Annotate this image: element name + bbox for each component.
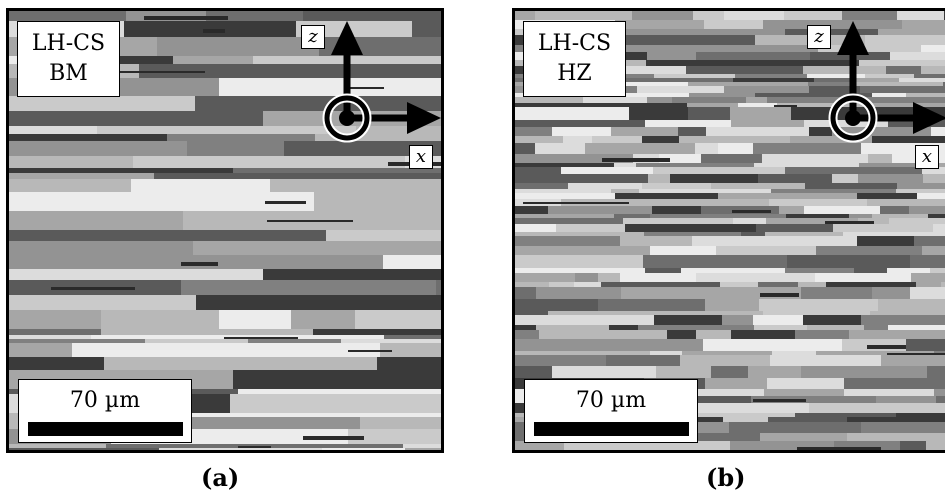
- scale-bar-box-a: 70 µm: [18, 379, 192, 443]
- axis-label-x-b: x: [915, 145, 939, 169]
- zone-name-a: BM: [49, 61, 88, 86]
- micrograph-panel-a: LH-CS BM z x 70 µm: [6, 8, 444, 453]
- sample-name-a: LH-CS: [31, 31, 106, 56]
- sample-label-b: LH-CS HZ: [523, 21, 626, 97]
- z-arrow-icon: [837, 21, 869, 55]
- scale-bar-b: [534, 422, 689, 436]
- x-arrow-icon: [913, 102, 945, 134]
- axis-label-z-b: z: [807, 25, 831, 49]
- sample-name-b: LH-CS: [537, 31, 612, 56]
- scale-label-b: 70 µm: [575, 388, 647, 413]
- zone-name-b: HZ: [557, 61, 592, 86]
- y-out-of-plane-icon: [339, 110, 355, 126]
- micrograph-panel-b: LH-CS HZ z x 70 µm: [512, 8, 945, 453]
- caption-b: (b): [706, 463, 746, 492]
- sample-label-a: LH-CS BM: [17, 21, 120, 97]
- scale-label-a: 70 µm: [69, 388, 141, 413]
- z-arrow-icon: [331, 21, 363, 55]
- scale-bar-box-b: 70 µm: [524, 379, 698, 443]
- x-arrow-icon: [407, 102, 441, 134]
- axis-label-z-a: z: [301, 25, 325, 49]
- y-out-of-plane-icon: [845, 110, 861, 126]
- scale-bar-a: [28, 422, 183, 436]
- axis-label-x-a: x: [409, 145, 433, 169]
- coordinate-axes-b: [828, 21, 945, 143]
- coordinate-axes-a: [322, 21, 441, 143]
- caption-a: (a): [201, 463, 240, 492]
